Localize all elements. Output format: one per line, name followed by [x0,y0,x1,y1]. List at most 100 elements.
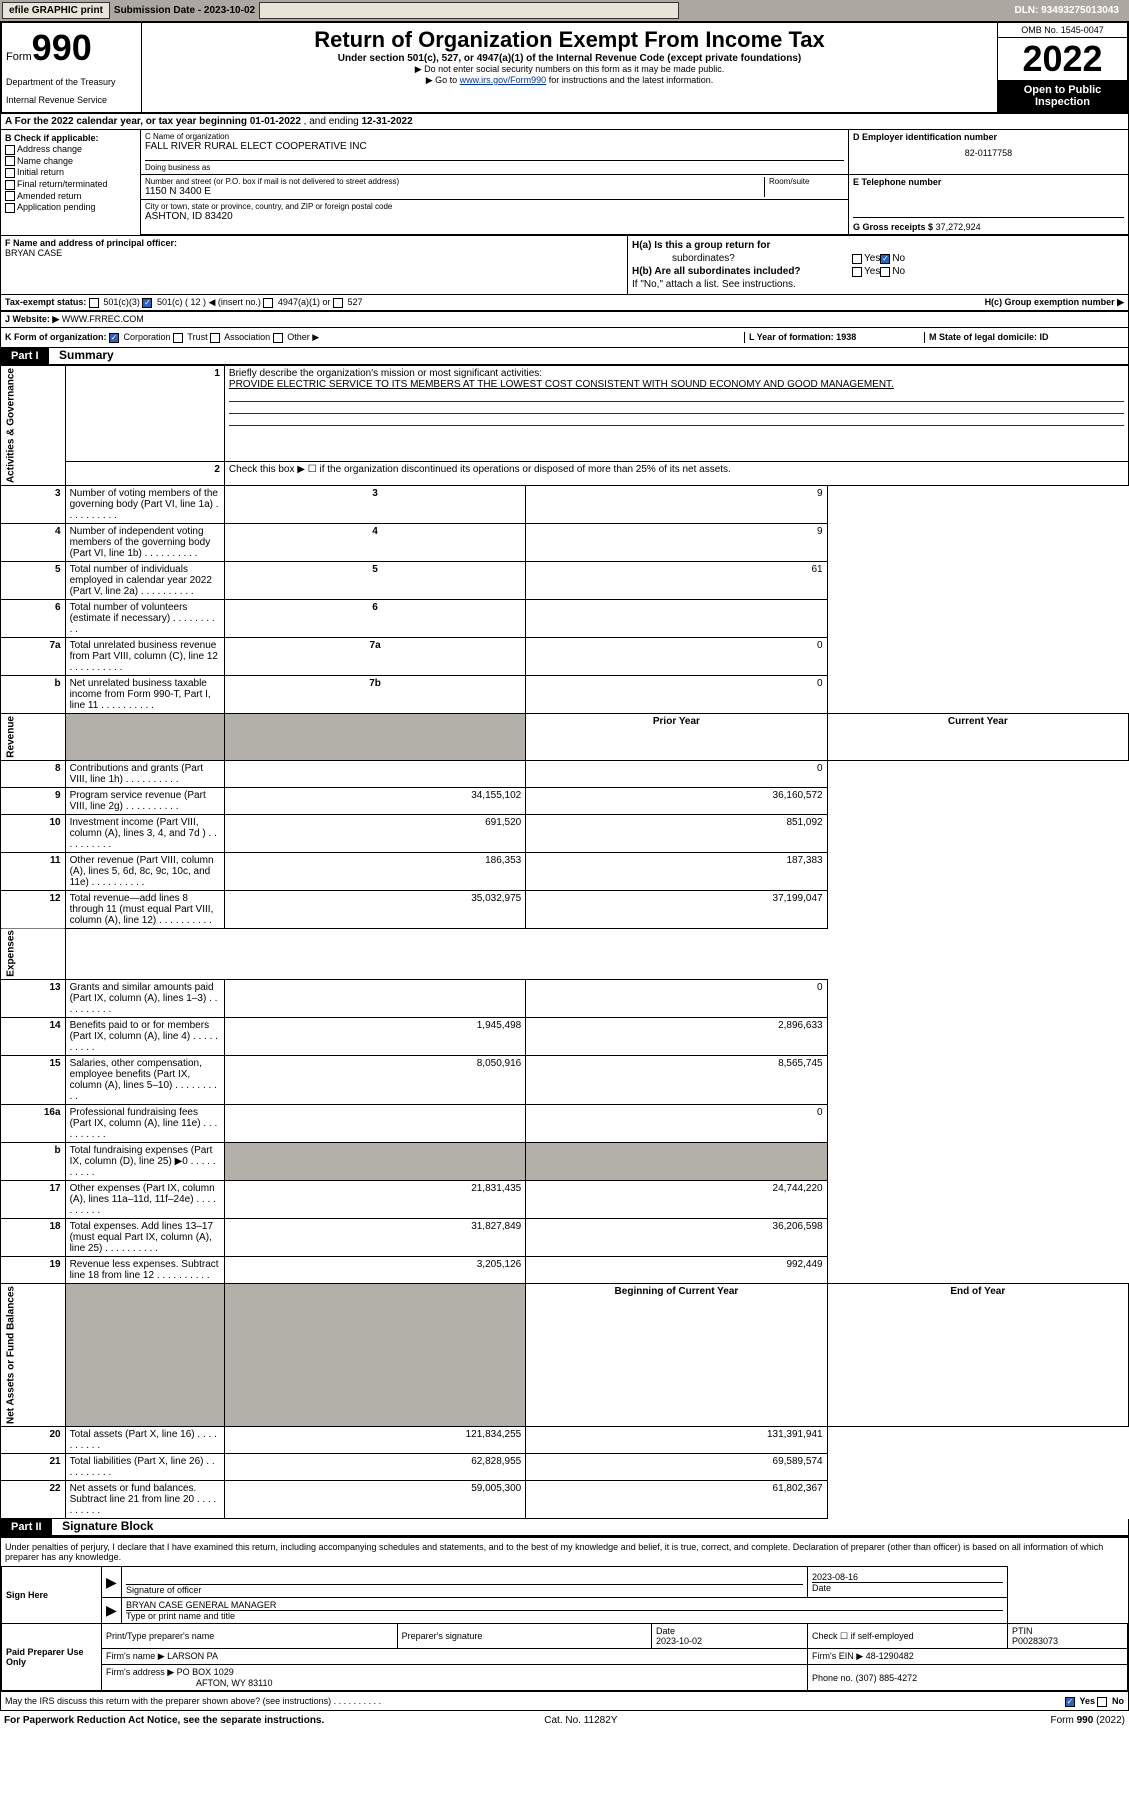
q1-value: PROVIDE ELECTRIC SERVICE TO ITS MEMBERS … [229,379,894,390]
officer-name: BRYAN CASE [5,248,623,258]
row-num: 6 [1,600,66,638]
chk-assoc[interactable] [210,333,220,343]
row-num: 8 [1,760,66,787]
row-num: 15 [1,1056,66,1105]
i-label: Tax-exempt status: [5,297,86,307]
k-label: K Form of organization: [5,332,107,342]
page-footer: For Paperwork Reduction Act Notice, see … [0,1711,1129,1730]
may-yes: Yes [1079,1696,1095,1706]
row-prior [224,1105,525,1143]
row-text: Total expenses. Add lines 13–17 (must eq… [65,1219,224,1257]
ha-sub: subordinates? [632,253,852,264]
chk-hb-yes[interactable] [852,267,862,277]
sig-date: 2023-08-16 [812,1572,1003,1582]
sign-here-label: Sign Here [2,1567,102,1624]
row-prior: 21,831,435 [224,1181,525,1219]
chk-pending[interactable] [5,203,15,213]
check-self-employed: Check ☐ if self-employed [808,1624,1008,1649]
chk-may-yes[interactable] [1065,1697,1075,1707]
opt-assoc: Association [224,332,270,342]
row-prior: 59,005,300 [224,1481,525,1519]
room-label: Room/suite [769,177,844,186]
row-num: b [1,1143,66,1181]
row-text: Total assets (Part X, line 16) [65,1427,224,1454]
row-text: Investment income (Part VIII, column (A)… [65,814,224,852]
rev-hdr-blank [65,714,224,761]
row-curr: 2,896,633 [526,1018,827,1056]
blank-button[interactable] [259,2,679,19]
row-curr: 0 [526,760,827,787]
row-prior: 31,827,849 [224,1219,525,1257]
row-curr: 36,160,572 [526,787,827,814]
row-curr: 0 [526,1105,827,1143]
irs-link[interactable]: www.irs.gov/Form990 [460,75,547,85]
row-text: Total number of volunteers (estimate if … [65,600,224,638]
a-begin: 01-01-2022 [250,116,301,127]
opt-other: Other ▶ [287,332,319,342]
form-subtitle: Under section 501(c), 527, or 4947(a)(1)… [146,53,993,64]
row-num: 7a [1,638,66,676]
efile-button[interactable]: efile GRAPHIC print [2,2,110,19]
chk-ha-yes[interactable] [852,254,862,264]
signature-block: Under penalties of perjury, I declare th… [0,1536,1129,1711]
row-text: Benefits paid to or for members (Part IX… [65,1018,224,1056]
opt-amended: Amended return [17,191,82,201]
opt-final: Final return/terminated [17,179,108,189]
phone-label: Phone no. [812,1673,853,1683]
row-text: Other revenue (Part VIII, column (A), li… [65,852,224,890]
row-curr: 24,744,220 [526,1181,827,1219]
dba-label: Doing business as [145,163,844,172]
row-text: Number of voting members of the governin… [65,486,224,524]
summary-table: Activities & Governance 1 Briefly descri… [0,365,1129,1519]
row-prior: 34,155,102 [224,787,525,814]
row-text: Contributions and grants (Part VIII, lin… [65,760,224,787]
row-curr: 131,391,941 [526,1427,827,1454]
chk-final[interactable] [5,180,15,190]
row-prior: 3,205,126 [224,1257,525,1284]
a-end: 12-31-2022 [362,116,413,127]
chk-other[interactable] [273,333,283,343]
row-text: Total unrelated business revenue from Pa… [65,638,224,676]
row-box: 6 [224,600,525,638]
row-box: 3 [224,486,525,524]
chk-trust[interactable] [173,333,183,343]
chk-4947[interactable] [263,298,273,308]
opt-pending: Application pending [17,202,96,212]
row-box: 4 [224,524,525,562]
arrow-icon: ▶ [106,1574,117,1590]
website-value: WWW.FRREC.COM [62,314,144,324]
row-val: 9 [526,524,827,562]
open-inspection: Open to Public Inspection [998,80,1127,112]
prior-year-hdr: Prior Year [653,716,700,727]
goto-pre: ▶ Go to [426,75,460,85]
side-na: Net Assets or Fund Balances [1,1284,66,1427]
chk-527[interactable] [333,298,343,308]
row-num: 5 [1,562,66,600]
chk-corp[interactable] [109,333,119,343]
chk-address-change[interactable] [5,145,15,155]
hb-no: No [892,266,905,277]
org-name: FALL RIVER RURAL ELECT COOPERATIVE INC [145,141,844,152]
part2-badge: Part II [1,1519,52,1535]
chk-amended[interactable] [5,191,15,201]
opt-initial: Initial return [17,167,64,177]
form-footer: 990 [1077,1715,1094,1726]
row-text: Net assets or fund balances. Subtract li… [65,1481,224,1519]
row-num: 21 [1,1454,66,1481]
arrow-icon-2: ▶ [106,1602,117,1618]
chk-501c3[interactable] [89,298,99,308]
row-prior: 691,520 [224,814,525,852]
hb-label: H(b) Are all subordinates included? [632,266,801,277]
addr-label: Number and street (or P.O. box if mail i… [145,177,764,186]
cat-no: Cat. No. 11282Y [544,1715,617,1726]
chk-ha-no[interactable] [880,254,890,264]
chk-501c[interactable] [142,298,152,308]
chk-may-no[interactable] [1097,1697,1107,1707]
chk-initial[interactable] [5,168,15,178]
chk-hb-no[interactable] [880,267,890,277]
f-label: F Name and address of principal officer: [5,238,177,248]
row-num: 13 [1,980,66,1018]
ha-no: No [892,253,905,264]
row-text: Grants and similar amounts paid (Part IX… [65,980,224,1018]
chk-name-change[interactable] [5,156,15,166]
